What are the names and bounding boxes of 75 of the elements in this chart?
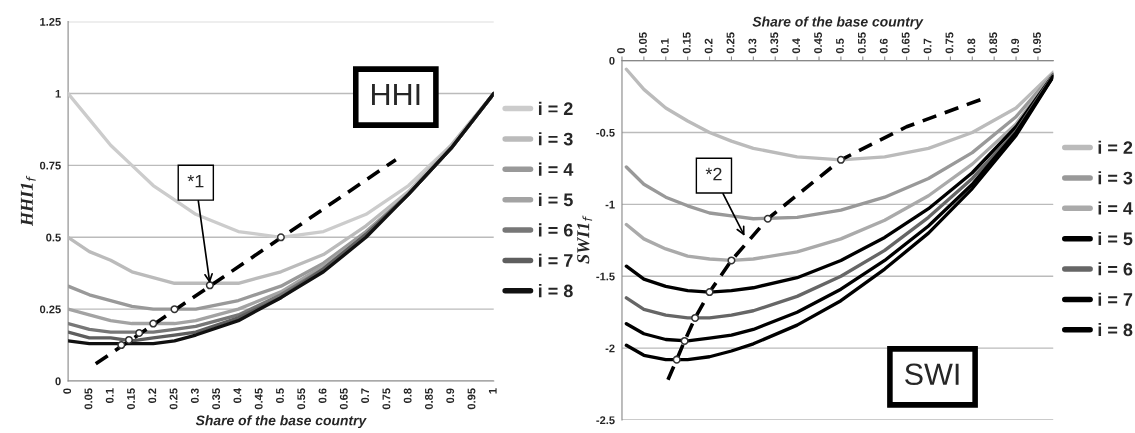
x-tick-label: 0.4 bbox=[233, 388, 242, 403]
x-tick-label: 0.9 bbox=[1011, 38, 1020, 54]
y-tick-label: 1.25 bbox=[40, 17, 61, 26]
x-tick-label: 0.6 bbox=[879, 38, 888, 54]
x-tick-label: 0.15 bbox=[682, 32, 691, 54]
x-tick-label: 0.9 bbox=[446, 388, 455, 403]
legend-label: i = 8 bbox=[1098, 323, 1133, 337]
y-tick-label: -1 bbox=[605, 200, 615, 209]
legend-label: i = 4 bbox=[538, 162, 574, 176]
x-tick-label: 0.6 bbox=[318, 388, 327, 403]
y-tick-label: 0.75 bbox=[39, 161, 61, 170]
x-tick-label: 0.5 bbox=[836, 38, 844, 54]
x-tick-label: 0.7 bbox=[923, 38, 932, 54]
legend-label: i = 3 bbox=[538, 132, 573, 146]
x-tick-label: 0.25 bbox=[169, 388, 178, 410]
x-tick-label: 0.55 bbox=[297, 388, 306, 410]
legend-label: i = 7 bbox=[538, 253, 573, 267]
legend-label: i = 8 bbox=[538, 284, 573, 298]
x-tick-label: 0.8 bbox=[403, 388, 412, 403]
y-tick-label: 0.25 bbox=[39, 305, 61, 314]
y-tick-label: 0.5 bbox=[46, 233, 61, 242]
x-tick-label: 0.55 bbox=[857, 32, 866, 54]
x-axis-title: Share of the base country bbox=[752, 16, 924, 30]
legend-label: i = 6 bbox=[1098, 262, 1133, 276]
x-tick-label: 0.45 bbox=[254, 388, 263, 410]
x-tick-label: 0.3 bbox=[190, 388, 199, 403]
x-tick-label: 0.95 bbox=[467, 388, 476, 410]
legend-label: i = 5 bbox=[1098, 231, 1133, 246]
legend-label: i = 3 bbox=[1098, 171, 1133, 185]
x-tick-label: 0.35 bbox=[212, 388, 221, 410]
x-tick-label: 0.95 bbox=[1033, 32, 1041, 54]
x-tick-label: 0.3 bbox=[748, 38, 757, 54]
y-tick-label: -2.5 bbox=[596, 416, 615, 425]
annotation: SWI bbox=[905, 363, 959, 386]
x-tick-label: 0.35 bbox=[770, 32, 779, 54]
y-tick-label: 1 bbox=[55, 89, 61, 98]
x-tick-label: 0.4 bbox=[792, 38, 801, 54]
x-tick-label: 0.75 bbox=[382, 388, 391, 410]
y-axis-title: SWI1$_{f}$ bbox=[577, 215, 593, 264]
x-tick-label: 0 bbox=[617, 47, 625, 54]
legend-label: i = 2 bbox=[1098, 140, 1133, 154]
x-tick-label: 0.25 bbox=[726, 32, 735, 54]
x-tick-label: 0.65 bbox=[901, 32, 910, 54]
legend-label: i = 7 bbox=[1098, 292, 1133, 306]
x-tick-label: 0.75 bbox=[945, 32, 954, 54]
x-tick-label: 0.85 bbox=[425, 388, 433, 410]
y-tick-label: -2 bbox=[605, 344, 615, 353]
x-tick-label: 0.05 bbox=[84, 388, 93, 410]
y-tick-label: -0.5 bbox=[596, 128, 615, 137]
x-tick-label: 0.65 bbox=[339, 388, 348, 410]
x-tick-label: 0.05 bbox=[638, 32, 647, 54]
x-tick-label: 0.45 bbox=[814, 32, 822, 54]
x-tick-label: 0.8 bbox=[967, 38, 976, 54]
x-tick-label: 0.15 bbox=[127, 388, 135, 410]
x-tick-label: 0.7 bbox=[361, 388, 370, 403]
x-tick-label: 0.1 bbox=[105, 388, 114, 403]
legend-label: i = 5 bbox=[538, 192, 573, 207]
legend-label: i = 4 bbox=[1098, 201, 1133, 215]
x-axis-title: Share of the base country bbox=[195, 415, 367, 429]
annotation: *2 bbox=[705, 167, 722, 181]
x-tick-label: 0 bbox=[63, 388, 72, 394]
annotation: HHI bbox=[372, 84, 420, 106]
y-tick-label: 0 bbox=[609, 56, 615, 65]
x-tick-label: 0.2 bbox=[704, 38, 713, 54]
x-tick-label: 0.85 bbox=[989, 32, 998, 54]
x-tick-label: 1 bbox=[488, 388, 497, 394]
y-tick-label: 0 bbox=[55, 377, 61, 386]
annotation: *1 bbox=[187, 174, 204, 188]
x-tick-label: 0.2 bbox=[148, 388, 157, 403]
x-tick-label: 0.5 bbox=[276, 388, 284, 403]
y-axis-title: HHI1$_{f}$ bbox=[20, 175, 36, 227]
x-tick-label: 0.1 bbox=[660, 38, 669, 54]
legend-label: i = 6 bbox=[538, 223, 573, 237]
y-tick-label: -1.5 bbox=[596, 272, 615, 281]
legend-label: i = 2 bbox=[538, 101, 573, 115]
